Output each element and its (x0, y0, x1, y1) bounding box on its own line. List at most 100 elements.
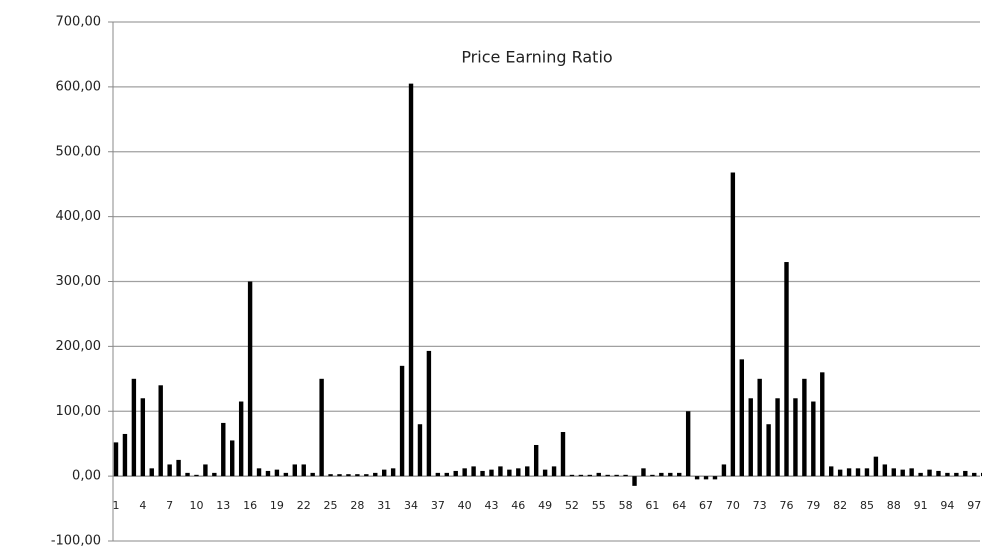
y-tick-label: 400,00 (56, 209, 102, 224)
bar (811, 401, 816, 477)
bar (864, 468, 870, 477)
bar (408, 83, 414, 477)
x-tick-label: 82 (833, 499, 847, 512)
bar (712, 476, 718, 480)
bar (533, 444, 539, 477)
x-tick-label: 7 (166, 499, 173, 512)
bar (936, 470, 941, 477)
y-tick-label: -100,00 (51, 534, 101, 549)
bar (829, 466, 834, 477)
bar (560, 432, 566, 477)
x-tick-label: 31 (377, 499, 391, 512)
bar (516, 468, 521, 477)
bar (766, 424, 771, 477)
bar (525, 466, 530, 477)
bar (310, 472, 315, 477)
bar (748, 398, 753, 477)
x-tick-label: 22 (297, 499, 311, 512)
bar (882, 464, 888, 477)
bar (426, 350, 432, 477)
x-tick-label: 58 (619, 499, 633, 512)
x-tick-label: 76 (780, 499, 794, 512)
bar (587, 474, 593, 477)
bar (355, 474, 360, 477)
bar (909, 468, 914, 477)
bar (462, 468, 467, 477)
x-tick-label: 52 (565, 499, 579, 512)
bar (632, 476, 637, 486)
y-tick-label: 100,00 (56, 404, 102, 419)
bar (373, 472, 378, 477)
bar (221, 422, 226, 477)
bar (149, 468, 154, 477)
bar (417, 424, 423, 477)
bar (605, 474, 610, 477)
bar (113, 442, 119, 477)
bar (444, 472, 449, 477)
y-tick-label: 300,00 (56, 274, 102, 289)
bar (203, 464, 208, 477)
bar (256, 468, 262, 477)
bar (650, 474, 655, 477)
bar (918, 472, 923, 477)
bar (963, 470, 968, 477)
bar (873, 456, 879, 477)
x-tick-label: 34 (404, 499, 418, 512)
bar (730, 172, 736, 477)
x-tick-label: 4 (139, 499, 146, 512)
bar (247, 281, 253, 477)
x-tick-label: 79 (806, 499, 820, 512)
x-tick-label: 43 (484, 499, 498, 512)
bar (623, 474, 628, 477)
x-tick-label: 25 (324, 499, 338, 512)
bar (775, 398, 780, 477)
bar (131, 378, 137, 477)
bar (382, 469, 387, 477)
bar (927, 469, 932, 477)
bar (784, 262, 789, 477)
bar (739, 359, 744, 477)
bar (668, 472, 673, 477)
x-tick-label: 85 (860, 499, 874, 512)
bar (793, 398, 798, 477)
bar (820, 372, 825, 477)
x-tick-label: 55 (592, 499, 606, 512)
bar (176, 459, 181, 477)
bar (158, 385, 163, 477)
bar (891, 468, 896, 477)
bar (721, 464, 727, 477)
x-tick-label: 19 (270, 499, 284, 512)
bar (435, 472, 441, 477)
y-tick-label: 200,00 (56, 339, 102, 354)
bar (677, 472, 682, 477)
bar (390, 468, 396, 477)
bar (265, 470, 271, 477)
bar (542, 469, 548, 477)
bar (641, 468, 646, 477)
bar (274, 469, 280, 477)
x-tick-label: 37 (431, 499, 445, 512)
bar (614, 474, 619, 477)
x-tick-label: 67 (699, 499, 713, 512)
bar (230, 440, 235, 477)
bar (551, 466, 557, 477)
bar (238, 401, 244, 477)
bar (167, 464, 172, 477)
bar (569, 474, 575, 477)
y-tick-label: 600,00 (56, 79, 102, 94)
x-tick-label: 70 (726, 499, 740, 512)
bar (507, 469, 512, 477)
bar (837, 469, 843, 477)
x-tick-label: 46 (511, 499, 525, 512)
bar (337, 474, 342, 477)
x-tick-label: 97 (967, 499, 981, 512)
bar (703, 476, 709, 480)
bar (954, 472, 959, 477)
x-tick-label: 10 (189, 499, 203, 512)
x-tick-label: 94 (940, 499, 954, 512)
bar (319, 378, 324, 477)
x-tick-label: 61 (645, 499, 659, 512)
bar (855, 468, 861, 477)
